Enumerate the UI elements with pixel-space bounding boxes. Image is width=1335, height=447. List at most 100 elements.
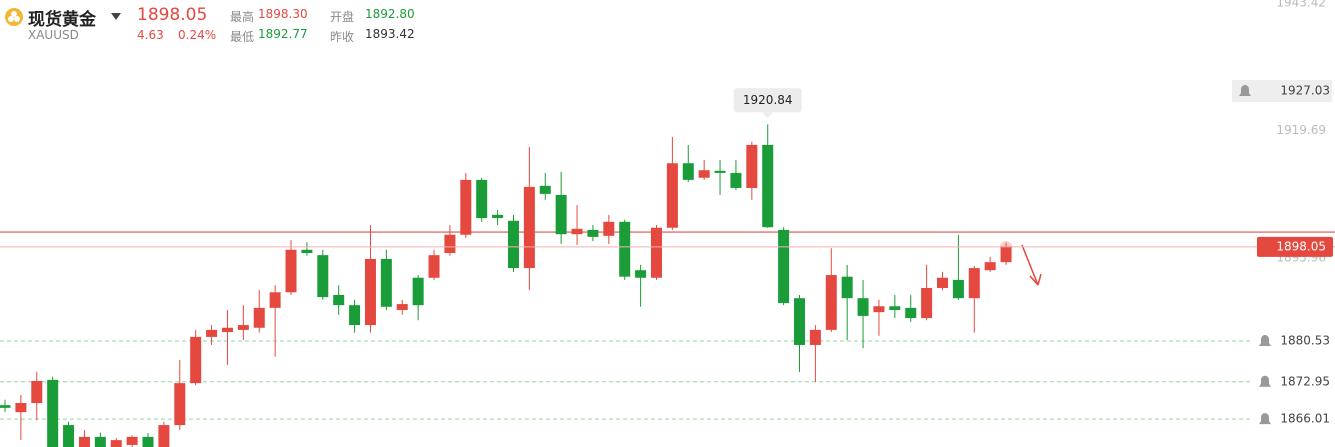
candle-body [571, 228, 583, 235]
candle-body [650, 227, 662, 278]
candle-body [142, 436, 154, 447]
candle-body [396, 304, 408, 311]
candle-body [1000, 246, 1012, 263]
candle-body [190, 336, 202, 384]
stat-label: 开盘 [330, 10, 355, 24]
candle-body [476, 179, 488, 219]
quote-header: 现货黄金 1898.05 XAUUSD 4.63 0.24% 最高 1898.3… [0, 0, 440, 46]
alert-label: 1866.01 [1280, 412, 1330, 426]
stat-label: 昨收 [330, 30, 355, 44]
price: 1898.05 [137, 5, 208, 25]
candle-body [778, 229, 790, 304]
stat-label: 最低 [230, 30, 255, 44]
alert-label: 1927.03 [1280, 84, 1330, 98]
candle-body [492, 214, 504, 219]
candle-body [206, 329, 218, 337]
stat-label: 最高 [230, 10, 255, 24]
candle-body [269, 292, 281, 308]
alert-label: 1872.95 [1280, 374, 1330, 388]
dropdown[interactable] [110, 12, 122, 22]
coin-icon [5, 8, 23, 26]
candle-body [15, 403, 27, 413]
candle-body [174, 383, 186, 426]
candle-body [253, 307, 265, 328]
candle-body [937, 277, 949, 288]
stat-value: 1892.80 [365, 7, 415, 21]
candle-body [714, 170, 726, 173]
candle-body [0, 405, 11, 408]
stat-value: 1892.77 [258, 27, 308, 41]
candle-body [698, 170, 710, 178]
alert-label: 1880.53 [1280, 334, 1330, 348]
candle-body [444, 234, 456, 254]
candle-body [889, 306, 901, 311]
candle-body [412, 277, 424, 306]
candle-body [587, 229, 599, 237]
candle-body [349, 305, 361, 326]
candle-body [841, 276, 853, 299]
candle-body [333, 294, 345, 306]
candle-body [221, 327, 233, 333]
max-annotation-pointer [762, 112, 773, 119]
y-tick-label: 1919.69 [1276, 123, 1326, 137]
candle-body [63, 425, 75, 447]
candle-body [317, 255, 329, 298]
candle-body [762, 144, 774, 228]
candle-body [619, 221, 631, 277]
trend-arrow [1021, 244, 1042, 286]
candle-body [158, 425, 170, 447]
last-price-glow [1000, 240, 1013, 253]
candle-body [635, 270, 647, 278]
candle-body [666, 163, 678, 228]
candle-body [603, 221, 615, 236]
candle-body [746, 144, 758, 188]
candle-body [905, 307, 917, 319]
candle-body [921, 287, 933, 319]
candle-body [94, 436, 106, 447]
candle-body [825, 275, 837, 330]
candle-body [857, 298, 869, 316]
bell-icon [1259, 413, 1271, 425]
max-annotation-box [733, 88, 802, 113]
max-annotation: 1920.84 [743, 93, 793, 107]
candle-body [285, 249, 297, 293]
candle-body [794, 298, 805, 345]
title: 现货黄金 [28, 10, 96, 30]
stat-value: 1893.42 [365, 27, 415, 41]
bell-icon [1239, 85, 1251, 97]
stat-value: 1898.30 [258, 7, 308, 21]
candle-body [952, 279, 964, 299]
alert-box [1232, 80, 1332, 103]
bell-icon [1259, 335, 1271, 347]
candle-body [968, 268, 980, 299]
candle-body [730, 172, 742, 188]
candle-body [126, 436, 138, 445]
candle-body [507, 220, 519, 269]
candle-body [809, 329, 821, 345]
bell-icon [1259, 375, 1271, 387]
candle-body [237, 325, 249, 330]
candle-body [301, 249, 313, 254]
candle-body [460, 179, 472, 235]
candle-body [555, 194, 567, 235]
candle-body [364, 258, 376, 326]
candle-body [47, 379, 59, 447]
candle-body [110, 440, 122, 447]
change-pct: 0.24% [178, 28, 217, 42]
candle-body [523, 186, 535, 269]
change: 4.63 [137, 28, 164, 42]
last-price-box [1257, 236, 1333, 257]
y-tick-label: 1943.42 [1276, 0, 1326, 9]
candle-body [428, 255, 440, 278]
symbol: XAUUSD [28, 28, 79, 42]
candle-body [380, 258, 392, 307]
candle-body [539, 185, 551, 194]
candle-body [984, 262, 996, 271]
candle-body [682, 163, 694, 180]
last-price-label: 1898.05 [1276, 239, 1326, 253]
candle-body [31, 380, 43, 404]
candle-body [873, 306, 885, 313]
candle-body [78, 436, 90, 447]
